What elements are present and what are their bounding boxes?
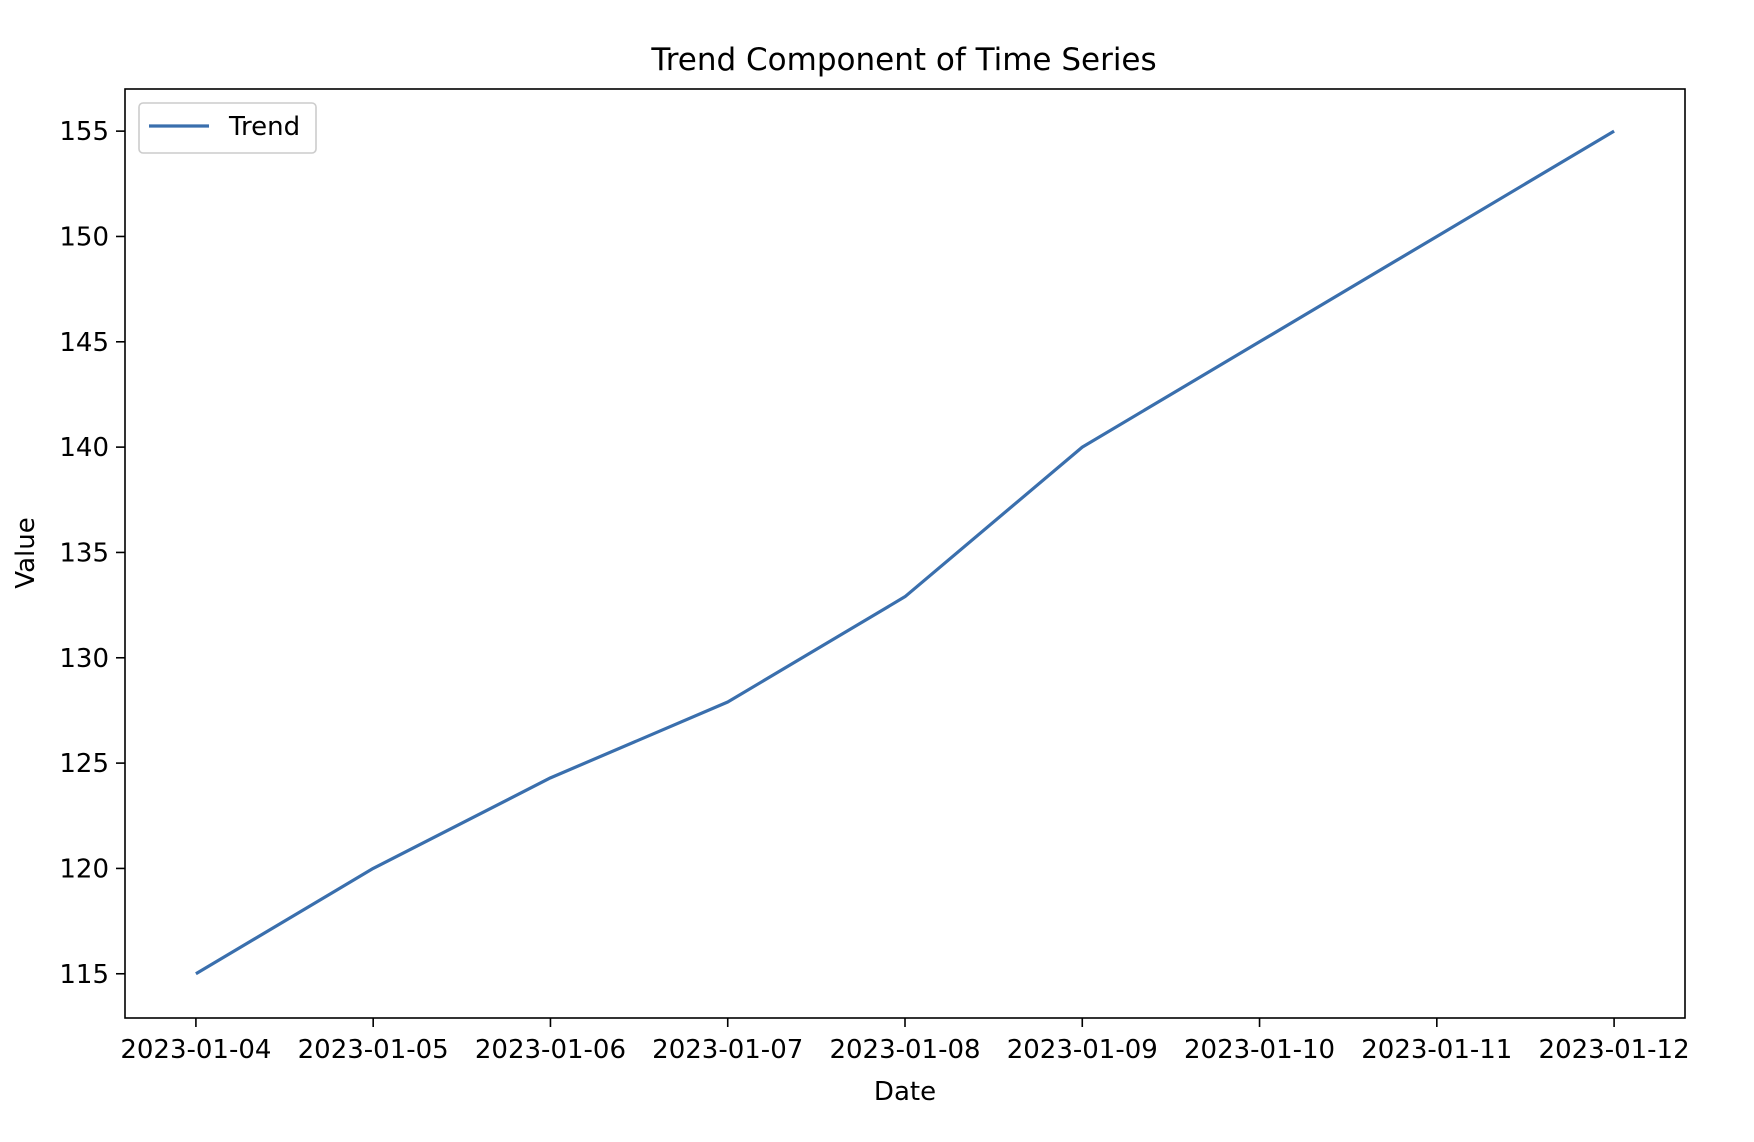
- series-line-trend: [195, 129, 1615, 976]
- x-axis-title: Date: [874, 1077, 936, 1107]
- y-tick-label: 130: [59, 644, 109, 674]
- x-tick-label: 2023-01-10: [1184, 1035, 1335, 1065]
- x-axis-ticks: 2023-01-04 2023-01-05 2023-01-06 2023-01-07…: [120, 1018, 1690, 1065]
- x-tick-label: 2023-01-06: [475, 1035, 626, 1065]
- y-tick-label: 120: [59, 854, 109, 884]
- y-tick-label: 115: [59, 960, 109, 990]
- series-layer: [195, 129, 1615, 976]
- legend: Trend: [138, 102, 317, 154]
- x-tick-label: 2023-01-09: [1007, 1035, 1158, 1065]
- y-tick-label: 140: [59, 433, 109, 463]
- x-tick-label: 2023-01-08: [829, 1035, 980, 1065]
- y-axis-ticks: 115 120 125 130 135 140 145 150 155: [59, 117, 125, 990]
- legend-box: [138, 102, 317, 154]
- x-tick-label: 2023-01-05: [298, 1035, 449, 1065]
- x-tick-label: 2023-01-04: [120, 1035, 271, 1065]
- legend-label-trend: Trend: [228, 112, 300, 142]
- x-tick-label: 2023-01-12: [1539, 1035, 1690, 1065]
- y-tick-label: 150: [59, 222, 109, 252]
- x-tick-label: 2023-01-11: [1361, 1035, 1512, 1065]
- y-axis-title: Value: [11, 517, 41, 588]
- chart-title: Trend Component of Time Series: [650, 42, 1156, 78]
- y-tick-label: 155: [59, 117, 109, 147]
- y-tick-label: 145: [59, 328, 109, 358]
- x-tick-label: 2023-01-07: [652, 1035, 803, 1065]
- y-tick-label: 125: [59, 749, 109, 779]
- plot-frame: [124, 88, 1686, 1019]
- y-tick-label: 135: [59, 538, 109, 568]
